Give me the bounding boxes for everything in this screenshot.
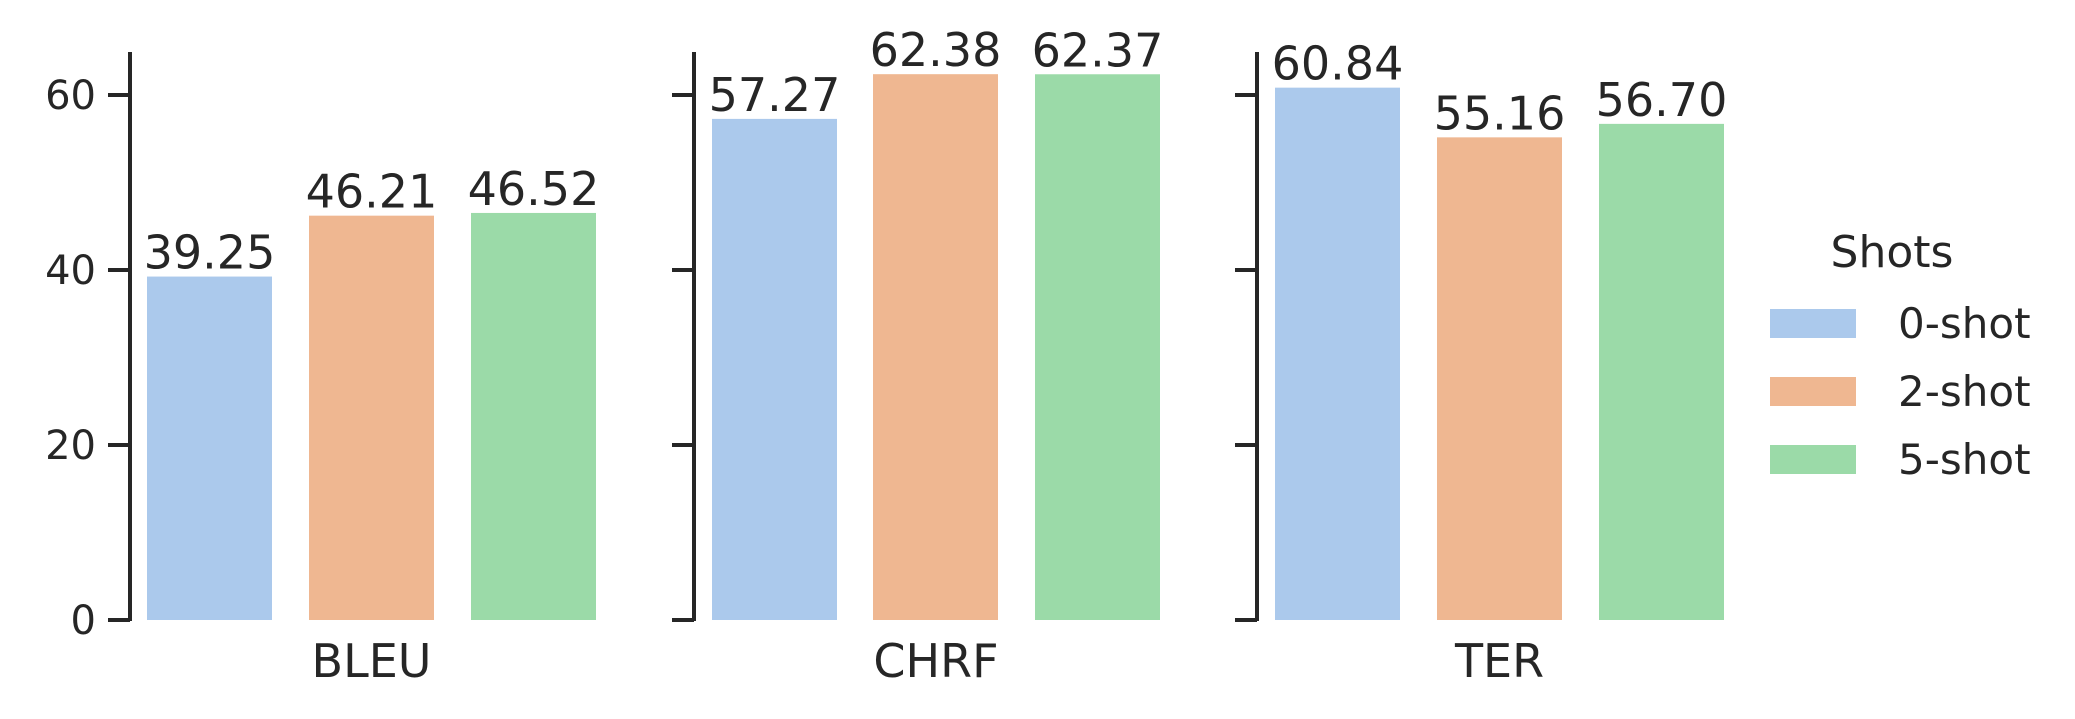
bar-value-label: 57.27 [709, 68, 841, 122]
bar-value-label: 62.37 [1032, 23, 1164, 77]
legend-label-0-shot: 0-shot [1898, 299, 2031, 348]
legend-title: Shots [1831, 227, 1954, 278]
bar-0-shot-chrf [712, 118, 837, 620]
bar-value-label: 39.25 [144, 226, 276, 280]
bar-value-label: 55.16 [1434, 86, 1566, 140]
legend-swatch-0-shot [1770, 309, 1856, 338]
category-label-ter: TER [1454, 634, 1544, 688]
bar-value-label: 56.70 [1596, 73, 1728, 127]
legend-swatch-2-shot [1770, 377, 1856, 406]
bar-0-shot-ter [1275, 87, 1400, 620]
bar-0-shot-bleu [147, 276, 272, 620]
bar-5-shot-ter [1599, 123, 1724, 620]
legend-label-2-shot: 2-shot [1898, 367, 2031, 416]
category-label-bleu: BLEU [312, 634, 432, 688]
bar-5-shot-bleu [471, 212, 596, 620]
y-tick-label: 60 [45, 73, 96, 119]
bar-value-label: 60.84 [1272, 37, 1404, 91]
y-tick-label: 20 [45, 423, 96, 469]
bar-value-label: 46.21 [306, 165, 438, 219]
category-label-chrf: CHRF [873, 634, 998, 688]
bar-2-shot-bleu [309, 215, 434, 620]
legend-label-5-shot: 5-shot [1898, 435, 2031, 484]
bar-5-shot-chrf [1035, 74, 1160, 620]
y-tick-label: 0 [71, 598, 96, 644]
bar-2-shot-chrf [873, 74, 998, 621]
legend-swatch-5-shot [1770, 445, 1856, 474]
y-tick-label: 40 [45, 248, 96, 294]
bar-value-label: 62.38 [870, 23, 1002, 77]
bar-value-label: 46.52 [468, 162, 600, 216]
bar-2-shot-ter [1437, 137, 1562, 620]
